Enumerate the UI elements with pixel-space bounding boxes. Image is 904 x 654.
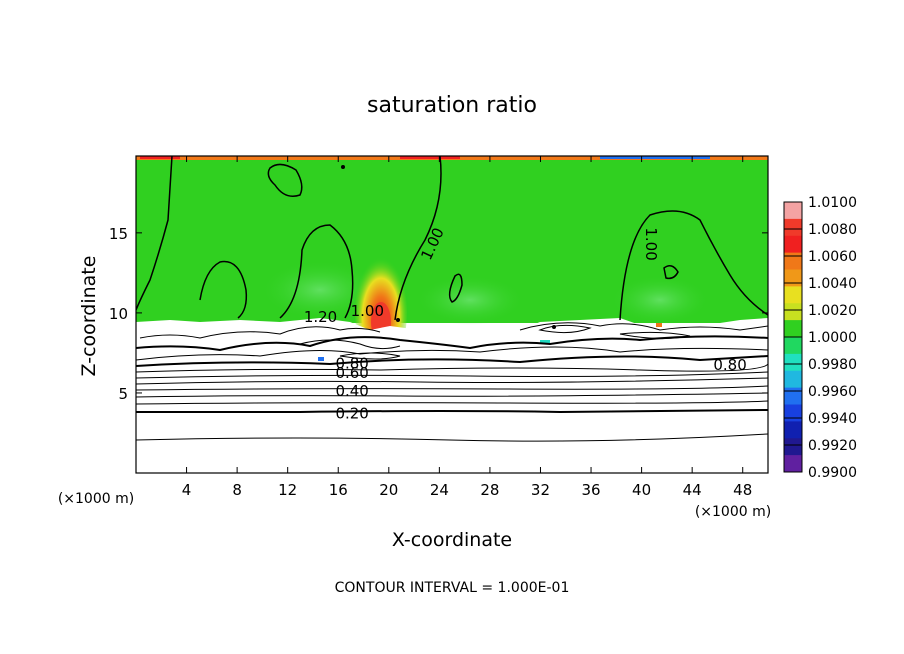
colorbar-label: 1.0000 — [808, 330, 857, 346]
contour-lines — [136, 322, 768, 442]
colorbar-swatch — [784, 404, 802, 422]
x-tick-label: 20 — [379, 481, 398, 499]
colorbar-label: 1.0020 — [808, 303, 857, 319]
colorbar-swatch — [784, 387, 802, 405]
colorbar-label: 0.9900 — [808, 465, 857, 481]
colorbar-label: 0.9940 — [808, 411, 857, 427]
y-axis-label: Z-coordinate — [78, 256, 100, 377]
chart-title: saturation ratio — [367, 93, 537, 118]
contour-label: 0.80 — [335, 355, 368, 373]
x-axis-label: X-coordinate — [392, 529, 512, 551]
colorbar-swatch — [784, 252, 802, 270]
colorbar-swatch — [784, 269, 802, 287]
colorbar-swatch — [784, 337, 802, 355]
contour-label: 0.80 — [713, 356, 746, 374]
colorbar-swatch — [784, 235, 802, 254]
x-tick-label: 28 — [480, 481, 499, 499]
colorbar-label: 0.9980 — [808, 357, 857, 373]
x-tick-label: 48 — [733, 481, 752, 499]
colorbar-swatch — [784, 353, 802, 372]
contour-label: 1.20 — [304, 308, 337, 326]
colorbar-swatch — [784, 202, 802, 220]
y-tick-label: 15 — [109, 225, 128, 243]
y-axis-ticks: 5 10 15 — [109, 225, 768, 403]
y-tick-label: 10 — [109, 305, 128, 323]
colorbar-swatch — [784, 438, 802, 456]
x-tick-label: 32 — [531, 481, 550, 499]
colorbar-label: 0.9920 — [808, 438, 857, 454]
colorbar-swatch — [784, 370, 802, 389]
x-tick-label: 12 — [278, 481, 297, 499]
colorbar-label: 1.0040 — [808, 276, 857, 292]
colorbar-label: 1.0080 — [808, 222, 857, 238]
footer-text: CONTOUR INTERVAL = 1.000E-01 — [335, 580, 570, 596]
x-tick-label: 16 — [329, 481, 348, 499]
plot-area — [136, 156, 768, 473]
colorbar-swatch — [784, 286, 802, 304]
contour-label: 0.40 — [335, 382, 368, 400]
colorbar-swatch — [784, 320, 802, 338]
contour-label: 1.00 — [351, 302, 384, 320]
colorbar-swatch — [784, 218, 802, 237]
colorbar-label: 1.0060 — [808, 249, 857, 265]
x-tick-label: 8 — [232, 481, 242, 499]
contour-label: 0.60 — [335, 364, 368, 382]
x-tick-label: 40 — [632, 481, 651, 499]
y-tick-label: 5 — [118, 385, 128, 403]
colorbar-swatch — [784, 303, 802, 321]
colorbar-label: 0.9960 — [808, 384, 857, 400]
x-unit-left: (×1000 m) — [58, 491, 134, 507]
colorbar: 1.0100 1.0080 1.0060 1.0040 1.0020 1.0000 0.99… — [783, 195, 857, 481]
x-tick-label: 4 — [182, 481, 192, 499]
x-tick-label: 24 — [430, 481, 449, 499]
x-axis-ticks: 4 8 12 16 20 24 28 32 36 40 44 48 — [182, 156, 752, 499]
x-unit-right: (×1000 m) — [695, 504, 771, 520]
x-tick-label: 36 — [581, 481, 600, 499]
x-tick-label: 44 — [683, 481, 702, 499]
upper-contours — [136, 156, 768, 321]
colorbar-label: 1.0100 — [808, 195, 857, 211]
plot-frame — [135, 155, 769, 474]
contour-label: 0.20 — [335, 404, 368, 422]
contour-label: 1.00 — [642, 227, 660, 260]
colorbar-swatch — [784, 421, 802, 439]
colorbar-swatch — [784, 455, 802, 473]
